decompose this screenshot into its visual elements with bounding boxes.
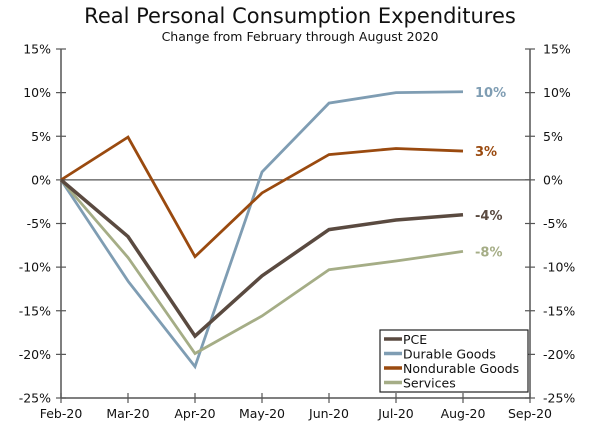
data-label-services: -8% (475, 245, 502, 260)
chart-title: Real Personal Consumption Expenditures (84, 4, 516, 28)
y-tick-label-left: 15% (23, 42, 51, 57)
y-tick-label-left: -5% (27, 216, 51, 231)
series-line-pce (59, 178, 464, 339)
x-tick-label: Jul-20 (377, 406, 414, 421)
legend-label: Nondurable Goods (403, 361, 519, 376)
y-tick-label-right: 10% (543, 85, 571, 100)
y-tick-label-left: -25% (19, 391, 51, 406)
chart-subtitle: Change from February through August 2020 (161, 29, 439, 44)
series-line-durable-goods (59, 90, 464, 370)
x-tick-label: Aug-20 (441, 406, 486, 421)
y-tick-label-right: -5% (543, 216, 567, 231)
y-tick-label-right: -20% (543, 347, 575, 362)
y-tick-label-left: 10% (23, 85, 51, 100)
x-tick-label: Feb-20 (40, 406, 83, 421)
y-tick-label-right: 0% (543, 172, 563, 187)
y-tick-label-left: -15% (19, 303, 51, 318)
data-label-pce: -4% (475, 209, 502, 224)
y-tick-label-left: 0% (31, 172, 51, 187)
series-line-nondurable-goods (60, 135, 464, 259)
x-tick-label: Jun-20 (308, 406, 349, 421)
data-label-durable-goods: 10% (475, 86, 506, 101)
x-tick-label: Sep-20 (508, 406, 552, 421)
x-tick-label: May-20 (239, 406, 285, 421)
data-label-nondurable-goods: 3% (475, 145, 497, 160)
series-line-services (59, 178, 464, 356)
x-tick-label: Apr-20 (174, 406, 215, 421)
y-tick-label-right: 15% (543, 42, 571, 57)
y-tick-label-left: -10% (19, 260, 51, 275)
y-tick-label-left: -20% (19, 347, 51, 362)
y-tick-label-right: 5% (543, 129, 563, 144)
y-tick-label-right: -25% (543, 391, 575, 406)
y-tick-label-right: -10% (543, 260, 575, 275)
legend-box (379, 329, 529, 393)
legend-label: Durable Goods (403, 347, 496, 362)
x-tick-label: Mar-20 (106, 406, 149, 421)
legend-label: PCE (403, 332, 427, 347)
legend-label: Services (403, 376, 456, 391)
y-tick-label-right: -15% (543, 303, 575, 318)
y-tick-label-left: 5% (31, 129, 51, 144)
